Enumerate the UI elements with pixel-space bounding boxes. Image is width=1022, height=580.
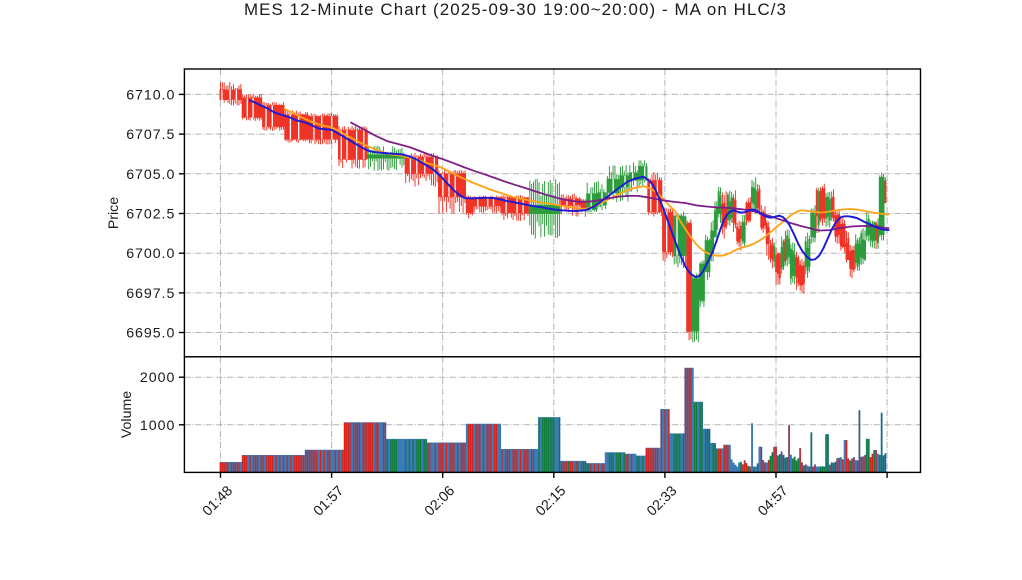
svg-text:Volume: Volume (119, 391, 135, 438)
svg-text:6702.5: 6702.5 (126, 207, 175, 223)
svg-text:MES 12-Minute Chart (2025-09-3: MES 12-Minute Chart (2025-09-30 19:00~20… (244, 0, 787, 19)
svg-text:6695.0: 6695.0 (126, 326, 175, 342)
svg-text:6710.0: 6710.0 (126, 87, 175, 103)
svg-text:6707.5: 6707.5 (126, 127, 175, 143)
svg-text:2000: 2000 (140, 370, 175, 386)
svg-text:6697.5: 6697.5 (126, 286, 175, 302)
svg-text:1000: 1000 (140, 418, 175, 434)
svg-text:Price: Price (106, 197, 122, 229)
svg-text:6700.0: 6700.0 (126, 246, 175, 262)
svg-text:6705.0: 6705.0 (126, 167, 175, 183)
